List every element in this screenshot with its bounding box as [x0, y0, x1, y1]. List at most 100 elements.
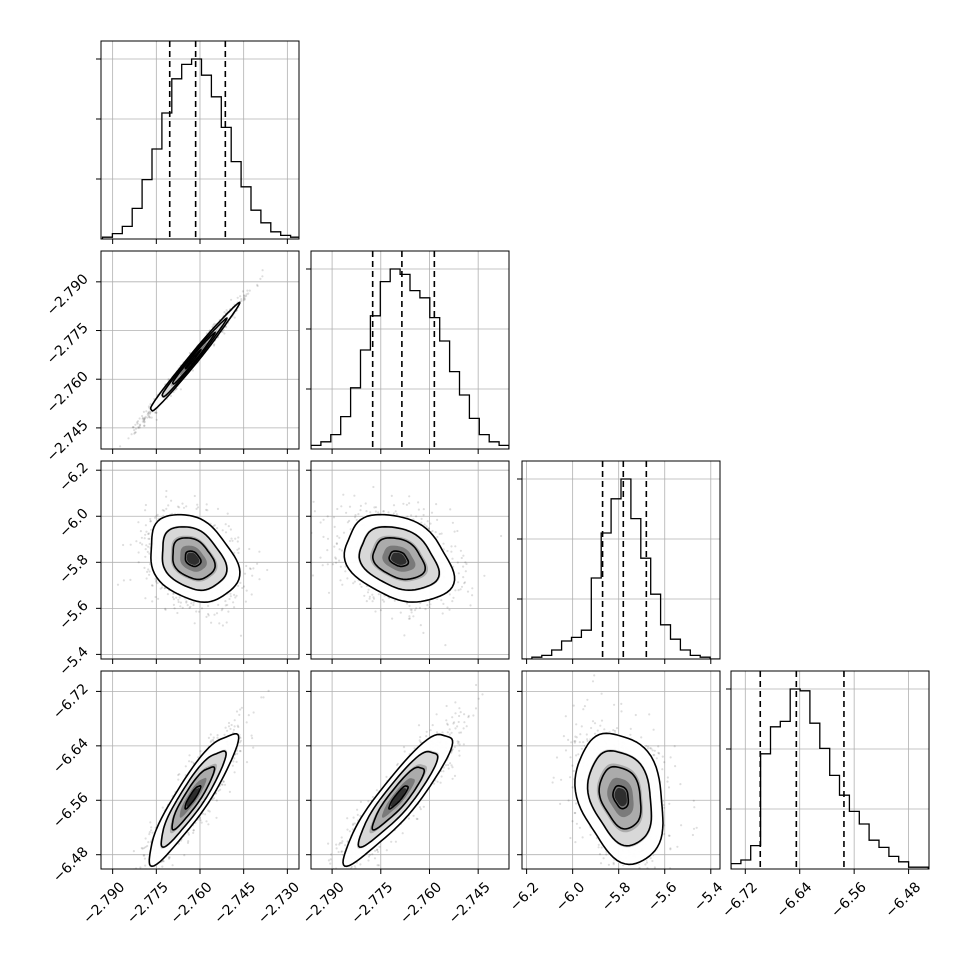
- sample-point: [382, 510, 385, 513]
- sample-point: [208, 810, 211, 813]
- sample-point: [442, 766, 445, 769]
- sample-point: [341, 583, 344, 586]
- sample-point: [145, 544, 148, 547]
- sample-point: [210, 621, 213, 624]
- sample-point: [244, 600, 247, 603]
- sample-point: [446, 549, 449, 553]
- sample-point: [172, 603, 175, 607]
- contour-line: [160, 750, 227, 849]
- sample-point: [237, 547, 241, 550]
- histogram-bin: [390, 269, 400, 449]
- sample-point: [211, 325, 214, 328]
- sample-point: [190, 602, 193, 605]
- sample-point: [152, 877, 154, 879]
- sample-point: [213, 524, 216, 527]
- sample-point: [243, 294, 246, 297]
- sample-point: [223, 783, 227, 786]
- sample-point: [143, 418, 146, 422]
- sample-point: [136, 422, 139, 425]
- sample-point: [143, 537, 146, 540]
- histogram-bin: [211, 97, 221, 239]
- sample-point: [471, 594, 474, 597]
- sample-point: [354, 514, 357, 517]
- contour-line: [171, 331, 216, 385]
- sample-point: [133, 429, 136, 432]
- sample-point: [155, 579, 158, 582]
- histogram-bin: [261, 223, 271, 239]
- sample-point: [243, 295, 246, 298]
- sample-point: [133, 431, 137, 434]
- sample-point: [148, 573, 151, 576]
- sample-point: [177, 600, 180, 604]
- sample-point: [177, 778, 180, 781]
- sample-point: [179, 388, 182, 391]
- sample-point: [436, 535, 439, 539]
- sample-point: [224, 531, 228, 534]
- sample-point: [135, 895, 137, 897]
- sample-point: [219, 788, 222, 791]
- sample-point: [247, 292, 250, 295]
- histogram-bin: [552, 650, 562, 659]
- sample-point: [138, 872, 140, 874]
- sample-point: [235, 594, 238, 597]
- sample-point: [138, 875, 140, 877]
- sample-point: [212, 344, 216, 347]
- sample-point: [177, 773, 180, 777]
- sample-point: [147, 568, 150, 571]
- sample-point: [146, 844, 149, 848]
- sample-point: [336, 535, 339, 538]
- sample-point: [469, 604, 472, 607]
- sample-point: [334, 557, 338, 560]
- sample-point: [171, 596, 175, 599]
- sample-point: [150, 826, 153, 829]
- sample-point: [319, 556, 322, 559]
- sample-point: [394, 510, 397, 513]
- sample-point: [172, 598, 175, 601]
- sample-point: [415, 515, 418, 518]
- sample-point: [348, 885, 350, 887]
- sample-point: [448, 593, 451, 596]
- sample-point: [423, 523, 426, 526]
- sample-point: [199, 819, 202, 822]
- sample-point: [242, 585, 246, 588]
- sample-point: [143, 857, 146, 860]
- histogram-bin: [562, 641, 572, 659]
- sample-point: [215, 799, 218, 802]
- sample-point: [213, 343, 216, 346]
- sample-point: [431, 529, 434, 533]
- sample-point: [466, 590, 470, 593]
- sample-point: [213, 613, 216, 616]
- sample-point: [148, 415, 151, 419]
- sample-point: [231, 539, 234, 542]
- sample-point: [150, 829, 153, 832]
- sample-point: [252, 711, 255, 714]
- contour-line: [184, 550, 202, 568]
- histogram-bin: [251, 210, 261, 239]
- density-3-1: [327, 683, 484, 887]
- sample-point: [157, 597, 160, 600]
- sample-point: [207, 809, 210, 812]
- sample-point: [215, 612, 219, 615]
- sample-point: [236, 548, 239, 551]
- sample-point: [165, 507, 168, 510]
- sample-point: [163, 587, 166, 590]
- sample-point: [248, 547, 251, 551]
- sample-point: [424, 608, 427, 611]
- histogram-bin: [410, 291, 420, 449]
- sample-point: [373, 857, 377, 860]
- corner-panels: −2.790−2.775−2.760−2.745−2.730−2.790 −2.7…: [44, 40, 930, 927]
- sample-point: [188, 760, 191, 763]
- sample-point: [144, 597, 147, 600]
- sample-point: [186, 604, 189, 607]
- sample-point: [239, 295, 242, 298]
- sample-point: [129, 578, 132, 582]
- sample-point: [422, 513, 425, 517]
- sample-point: [372, 485, 375, 489]
- sample-point: [146, 570, 149, 574]
- sample-point: [248, 567, 252, 570]
- sample-point: [332, 516, 336, 519]
- sample-point: [135, 540, 138, 543]
- sample-point: [339, 579, 342, 582]
- sample-point: [141, 543, 144, 546]
- histogram-bin: [440, 341, 450, 449]
